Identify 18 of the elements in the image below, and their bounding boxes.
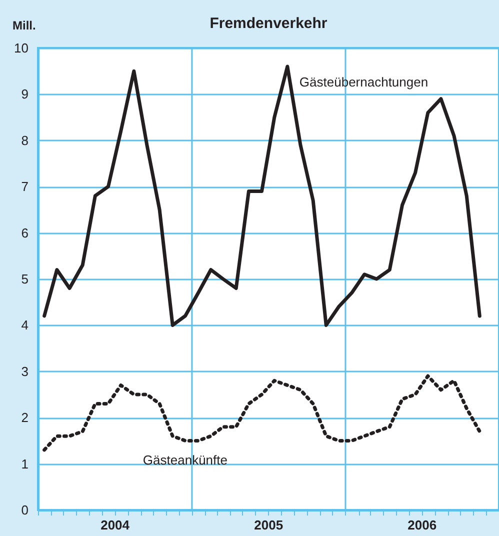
line-series xyxy=(42,64,482,327)
y-tick-label: 8 xyxy=(21,132,28,148)
y-tick-label: 7 xyxy=(21,179,28,194)
line-series xyxy=(42,374,482,452)
y-tick-label: 2 xyxy=(21,410,28,426)
y-tick-label: 0 xyxy=(21,502,28,518)
x-tick-label: 2005 xyxy=(254,518,284,532)
y-tick-label: 9 xyxy=(21,86,28,102)
y-tick-label: 6 xyxy=(21,225,28,240)
y-tick-label: 3 xyxy=(21,364,28,379)
y-tick-label: 5 xyxy=(21,272,28,286)
y-tick-label: 1 xyxy=(21,456,28,472)
chart-title: Fremdenverkehr xyxy=(210,15,328,32)
y-axis-title: Mill. xyxy=(12,18,36,32)
y-tick-label: 4 xyxy=(21,318,28,333)
x-tick-label: 2006 xyxy=(408,518,437,532)
x-tick-label: 2004 xyxy=(100,518,130,532)
y-tick-label: 10 xyxy=(14,40,28,56)
